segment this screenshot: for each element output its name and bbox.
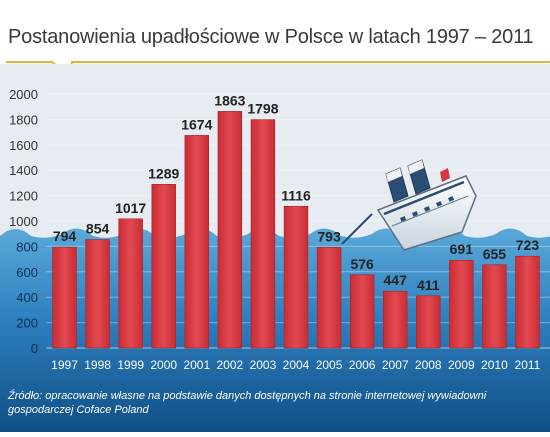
x-tick-label: 2006 (349, 358, 376, 372)
bar-value-label: 794 (53, 228, 77, 244)
y-tick-label: 800 (16, 239, 38, 254)
bar (349, 274, 375, 349)
x-tick-label: 2005 (316, 358, 343, 372)
bar (283, 205, 309, 349)
bar-value-label: 1289 (148, 165, 179, 181)
x-tick-label: 1999 (117, 358, 144, 372)
x-tick-label: 2002 (217, 358, 244, 372)
x-tick-label: 2003 (250, 358, 277, 372)
bar-value-label: 1863 (214, 92, 245, 108)
source-note: Źródło: opracowanie własne na podstawie … (8, 390, 487, 416)
bar-value-label: 1798 (247, 101, 278, 117)
bar (118, 218, 143, 349)
x-tick-label: 2001 (183, 358, 210, 372)
bar (151, 183, 176, 349)
y-tick-label: 0 (31, 341, 38, 356)
y-tick-label: 400 (16, 290, 38, 305)
bar-value-label: 655 (483, 246, 507, 262)
bar (482, 264, 507, 349)
y-axis: 0 200 400 600 800 1000 1200 1400 1600 1800 2000 (9, 87, 38, 356)
bar-value-label: 411 (417, 277, 440, 293)
bar-value-label: 691 (450, 241, 474, 257)
bars (52, 111, 540, 349)
bar-value-label: 576 (350, 256, 374, 272)
x-tick-label: 2004 (283, 358, 310, 372)
y-tick-label: 1000 (9, 214, 38, 229)
bar (515, 255, 540, 349)
y-tick-label: 1800 (9, 112, 38, 127)
y-tick-label: 1600 (9, 138, 38, 153)
y-tick-label: 200 (16, 316, 38, 331)
y-tick-label: 1200 (9, 189, 38, 204)
x-tick-label: 2007 (382, 358, 409, 372)
bar-value-label: 1017 (115, 200, 146, 216)
x-tick-label: 2008 (415, 358, 442, 372)
x-tick-label: 2009 (448, 358, 475, 372)
bar (85, 239, 110, 349)
bar-value-label: 1674 (181, 116, 212, 132)
bar (449, 259, 474, 349)
bar (184, 135, 210, 349)
bar (416, 295, 441, 349)
x-tick-label: 2000 (150, 358, 177, 372)
x-tick-label: 1997 (51, 358, 78, 372)
bar-value-label: 1116 (281, 187, 311, 203)
bar (217, 111, 243, 349)
y-tick-label: 2000 (9, 87, 38, 102)
bar-value-label: 723 (516, 237, 540, 253)
x-tick-label: 2011 (515, 358, 541, 372)
header-band (0, 0, 550, 64)
bar (382, 290, 408, 349)
bar (316, 246, 342, 349)
bar (52, 246, 77, 349)
chart-title: Postanowienia upadłościowe w Polsce w la… (8, 26, 534, 48)
y-tick-label: 600 (16, 265, 38, 280)
sinking-ship-icon (341, 159, 477, 251)
y-tick-label: 1400 (9, 163, 38, 178)
bar (250, 119, 276, 349)
bar-value-label: 447 (384, 272, 408, 288)
x-axis: 1997 1998 1999 2000 2001 2002 2003 2004 2005 2006… (51, 358, 541, 372)
x-tick-label: 2010 (481, 358, 508, 372)
bar-value-label: 793 (317, 228, 341, 244)
x-tick-label: 1998 (84, 358, 111, 372)
bar-value-label: 854 (86, 221, 110, 237)
